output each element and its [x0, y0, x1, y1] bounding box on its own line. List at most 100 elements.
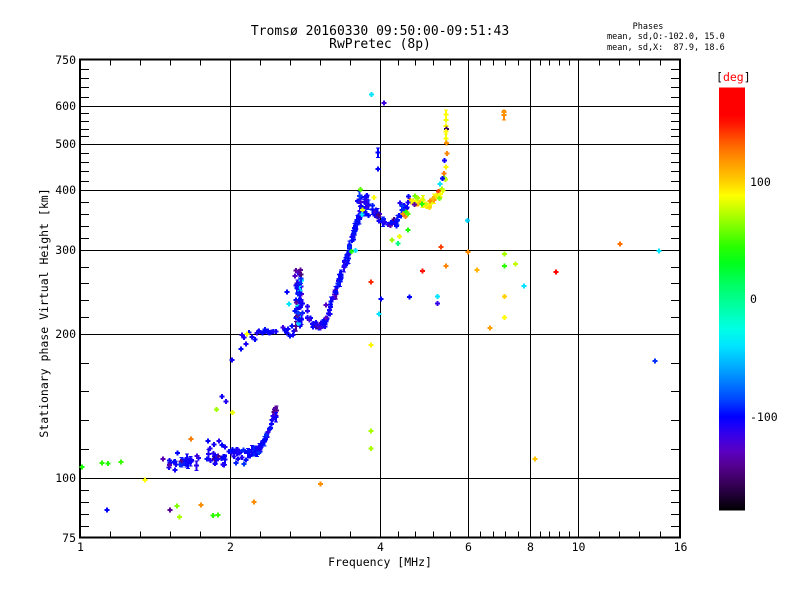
data-point: [532, 456, 538, 462]
data-point: [254, 330, 260, 336]
data-point: [242, 449, 248, 455]
x-minor-tick: [505, 531, 506, 538]
y-minor-tick: [671, 514, 680, 515]
x-minor-tick: [140, 59, 141, 66]
data-point: [376, 212, 382, 218]
data-point: [322, 324, 328, 330]
data-point: [656, 248, 662, 254]
y-tick-label: 75: [62, 531, 76, 545]
y-tick-label: 200: [55, 327, 76, 341]
data-point: [368, 342, 374, 348]
x-tick-label: 8: [527, 540, 534, 554]
data-point: [284, 330, 290, 336]
data-point: [382, 219, 388, 225]
y-minor-tick: [671, 420, 680, 421]
data-point: [259, 440, 265, 446]
data-point: [376, 311, 382, 317]
data-point: [142, 477, 148, 483]
y-minor-tick: [671, 317, 680, 318]
data-point: [652, 358, 658, 364]
data-point: [465, 218, 471, 224]
data-point: [412, 193, 418, 199]
y-tick-label: 750: [55, 53, 76, 67]
data-point: [238, 346, 244, 352]
data-point: [375, 147, 381, 158]
data-point: [220, 461, 226, 467]
data-point: [219, 394, 225, 400]
data-point: [387, 223, 393, 229]
data-point: [321, 319, 327, 325]
data-point: [326, 307, 332, 313]
data-point: [403, 209, 409, 215]
data-point: [395, 241, 401, 247]
x-minor-tick: [569, 59, 570, 66]
data-point: [215, 512, 221, 518]
data-point: [235, 456, 241, 462]
x-minor-tick: [549, 531, 550, 538]
y-minor-tick: [80, 171, 89, 172]
plot-title: Tromsø 20160330 09:50:00-09:51:43: [250, 24, 510, 39]
data-point: [262, 329, 268, 335]
colorbar-tick-label: 100: [750, 175, 771, 189]
data-point: [267, 425, 273, 431]
data-point: [256, 445, 262, 451]
data-point: [419, 201, 425, 207]
y-minor-tick: [671, 69, 680, 70]
data-point: [196, 455, 202, 461]
data-point: [289, 323, 295, 329]
y-minor-tick: [671, 238, 680, 239]
data-point: [441, 170, 447, 176]
data-point: [329, 295, 335, 301]
y-tick-label: 600: [55, 99, 76, 113]
data-point: [378, 296, 384, 302]
x-minor-tick: [290, 531, 291, 538]
plot-subtitle: RwPretec (8p): [329, 37, 431, 52]
data-point: [405, 211, 411, 217]
x-tick-label: 2: [227, 540, 234, 554]
data-point: [216, 438, 222, 444]
x-minor-tick: [350, 531, 351, 538]
data-point: [172, 467, 178, 473]
data-point: [393, 223, 399, 229]
data-point: [443, 117, 449, 123]
data-point: [368, 446, 374, 452]
data-point: [174, 503, 180, 509]
phases-stats-title: Phases: [632, 22, 664, 32]
data-point: [402, 213, 408, 219]
x-tick-label: 6: [465, 540, 472, 554]
y-minor-tick: [671, 526, 680, 527]
y-minor-tick: [80, 202, 89, 203]
data-point: [388, 219, 394, 225]
data-point: [99, 460, 105, 466]
plot-frame: [79, 58, 681, 539]
data-point: [399, 207, 405, 213]
colorbar-unit-bracket-right: ]: [743, 70, 751, 84]
y-minor-tick: [671, 391, 680, 392]
data-point: [440, 175, 446, 181]
data-point: [118, 459, 124, 465]
y-minor-tick: [671, 202, 680, 203]
data-point: [246, 448, 252, 454]
data-point: [219, 442, 225, 448]
y-gridline: [80, 144, 680, 145]
data-point: [284, 289, 290, 295]
data-point: [236, 450, 242, 456]
data-point: [443, 263, 449, 269]
y-minor-tick: [80, 153, 89, 154]
data-point: [358, 209, 364, 215]
data-point: [282, 327, 288, 333]
data-point: [290, 332, 296, 338]
x-tick-label: 1: [77, 540, 84, 554]
data-point: [328, 296, 334, 308]
data-point: [244, 331, 250, 337]
y-minor-tick: [80, 420, 89, 421]
x-minor-tick: [493, 531, 494, 538]
y-tick-label: 500: [55, 137, 76, 151]
y-minor-tick: [80, 113, 89, 114]
data-point: [521, 283, 527, 289]
y-minor-tick: [671, 87, 680, 88]
x-gridline: [468, 59, 469, 538]
data-point: [465, 249, 471, 255]
data-point: [239, 332, 245, 338]
